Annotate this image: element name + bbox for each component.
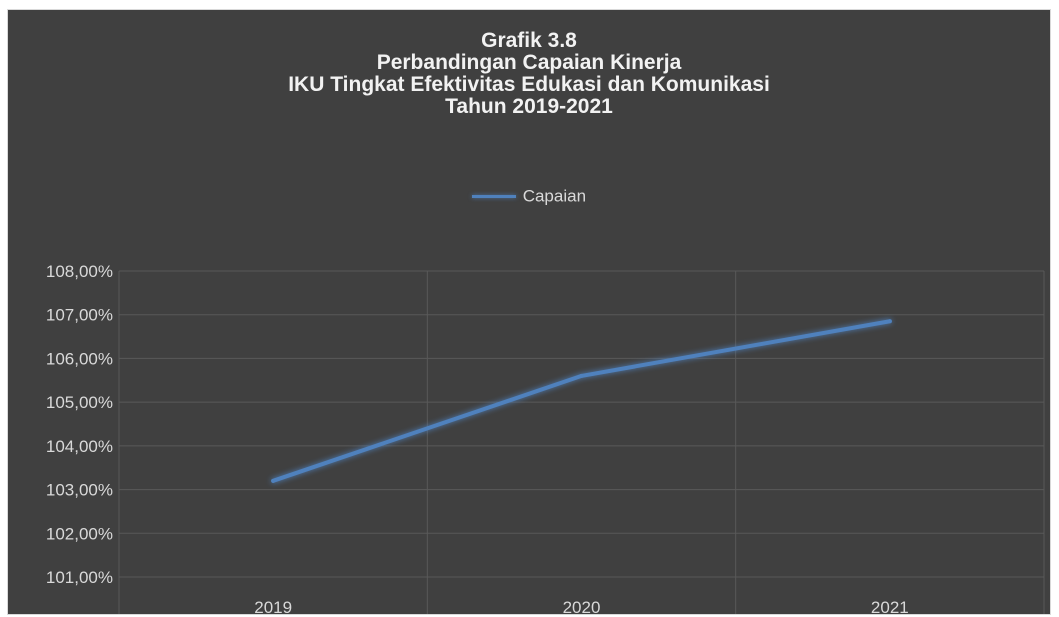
y-axis: 101,00% 102,00% 103,00% 104,00% 105,00% 106,0…: [46, 262, 113, 587]
chart-frame: Grafik 3.8 Perbandingan Capaian Kinerja …: [7, 9, 1051, 615]
gridlines: [118, 270, 1045, 614]
y-tick-label: 108,00%: [46, 262, 113, 281]
legend-label-capaian: Capaian: [522, 186, 587, 206]
x-tick-label: 2020: [563, 598, 601, 615]
y-tick-label: 106,00%: [46, 349, 113, 368]
data-point-2020: [579, 373, 584, 378]
x-tick-label: 2021: [871, 598, 909, 615]
plot-area: 101,00% 102,00% 103,00% 104,00% 105,00% 106,0…: [46, 262, 1045, 615]
data-point-2021: [887, 319, 892, 324]
x-tick-label: 2019: [254, 598, 292, 615]
y-tick-label: 104,00%: [46, 437, 113, 456]
chart-title-line-1: Grafik 3.8: [481, 29, 577, 52]
x-axis: 2019 2020 2021: [254, 598, 909, 615]
data-point-2019: [271, 478, 276, 483]
chart-title-line-3: IKU Tingkat Efektivitas Edukasi dan Komu…: [288, 73, 770, 96]
y-tick-label: 101,00%: [46, 568, 113, 587]
legend-swatch-capaian: [471, 195, 516, 199]
series-capaian: [271, 319, 892, 483]
chart-title-line-2: Perbandingan Capaian Kinerja: [376, 51, 682, 74]
y-tick-label: 105,00%: [46, 393, 113, 412]
y-tick-label: 102,00%: [46, 524, 113, 543]
chart-legend: Capaian: [8, 186, 1050, 207]
chart-title-line-4: Tahun 2019-2021: [445, 95, 613, 118]
series-line-0: [271, 319, 892, 483]
y-tick-label: 103,00%: [46, 481, 113, 500]
y-tick-label: 107,00%: [46, 306, 113, 325]
chart-title: Grafik 3.8 Perbandingan Capaian Kinerja …: [8, 30, 1050, 118]
